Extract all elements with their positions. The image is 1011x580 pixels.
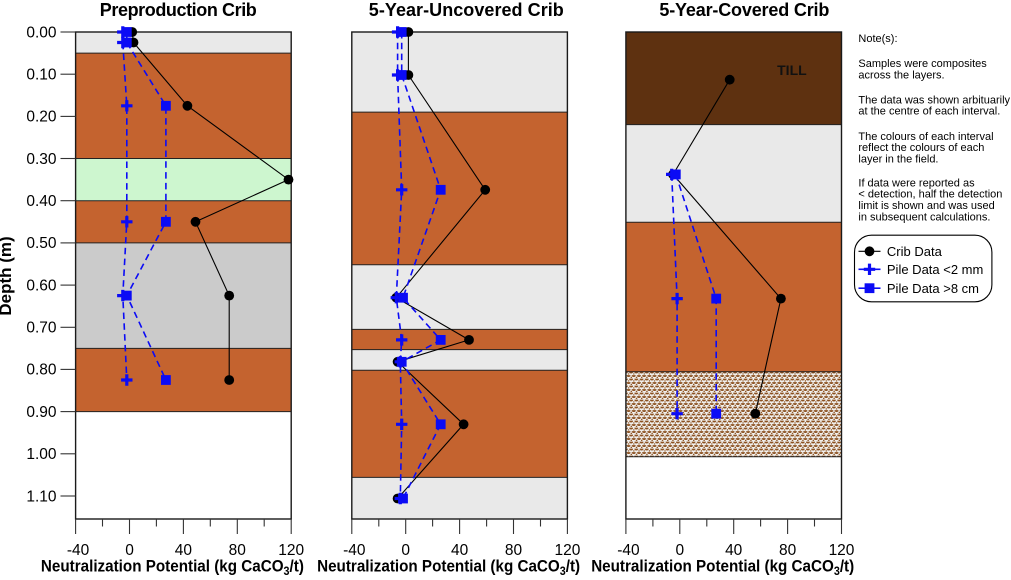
svg-text:The colours of each interval: The colours of each interval — [858, 131, 993, 143]
svg-text:The data was shown arbituarily: The data was shown arbituarily — [858, 94, 1010, 106]
svg-text:reflect the colours of each: reflect the colours of each — [858, 142, 984, 154]
svg-text:-40: -40 — [343, 542, 366, 559]
svg-text:0.80: 0.80 — [26, 362, 57, 379]
svg-text:0.50: 0.50 — [26, 235, 57, 252]
svg-text:120: 120 — [829, 542, 855, 559]
svg-text:120: 120 — [554, 542, 580, 559]
svg-text:1.00: 1.00 — [26, 446, 57, 463]
svg-text:Neutralization Potential (kg C: Neutralization Potential (kg CaCO3/t) — [591, 557, 854, 579]
svg-text:Samples were composites: Samples were composites — [858, 58, 987, 70]
svg-text:120: 120 — [278, 542, 304, 559]
svg-text:0: 0 — [401, 542, 410, 559]
svg-text:0.00: 0.00 — [26, 24, 57, 41]
svg-text:Preproduction Crib: Preproduction Crib — [100, 0, 257, 20]
svg-text:in subsequent calculations.: in subsequent calculations. — [858, 211, 990, 223]
svg-text:Pile Data <2 mm: Pile Data <2 mm — [887, 262, 983, 277]
svg-text:0: 0 — [125, 542, 134, 559]
svg-text:If data were reported as: If data were reported as — [858, 177, 975, 189]
svg-text:80: 80 — [505, 542, 523, 559]
svg-text:5-Year-Uncovered Crib: 5-Year-Uncovered Crib — [369, 0, 564, 20]
svg-text:-40: -40 — [67, 542, 90, 559]
svg-text:0.70: 0.70 — [26, 320, 57, 337]
svg-text:1.10: 1.10 — [26, 488, 57, 505]
svg-text:Pile Data >8 cm: Pile Data >8 cm — [887, 281, 979, 296]
svg-text:at the centre of each interval: at the centre of each interval. — [858, 106, 1000, 118]
svg-text:0.60: 0.60 — [26, 277, 57, 294]
svg-text:5-Year-Covered Crib: 5-Year-Covered Crib — [659, 0, 829, 20]
svg-text:80: 80 — [779, 542, 797, 559]
svg-text:TILL: TILL — [777, 62, 807, 78]
svg-text:limit is shown and was used: limit is shown and was used — [858, 200, 994, 212]
svg-text:0.90: 0.90 — [26, 404, 57, 421]
svg-text:Neutralization Potential (kg C: Neutralization Potential (kg CaCO3/t) — [41, 557, 304, 579]
svg-text:0.10: 0.10 — [26, 67, 57, 84]
svg-text:80: 80 — [229, 542, 247, 559]
svg-text:0.20: 0.20 — [26, 109, 57, 126]
svg-text:40: 40 — [451, 542, 469, 559]
svg-text:40: 40 — [175, 542, 193, 559]
svg-text:-40: -40 — [617, 542, 640, 559]
svg-text:0.40: 0.40 — [26, 193, 57, 210]
svg-text:across the layers.: across the layers. — [858, 69, 944, 81]
svg-text:layer in the field.: layer in the field. — [858, 154, 938, 166]
svg-text:Note(s):: Note(s): — [858, 33, 897, 45]
svg-text:< detection, half the detectio: < detection, half the detection — [858, 189, 1002, 201]
svg-text:Neutralization Potential (kg C: Neutralization Potential (kg CaCO3/t) — [317, 557, 580, 579]
svg-text:0: 0 — [675, 542, 684, 559]
svg-text:0.30: 0.30 — [26, 151, 57, 168]
svg-text:Depth (m): Depth (m) — [0, 236, 15, 315]
svg-text:Crib Data: Crib Data — [887, 244, 943, 259]
svg-text:40: 40 — [725, 542, 743, 559]
